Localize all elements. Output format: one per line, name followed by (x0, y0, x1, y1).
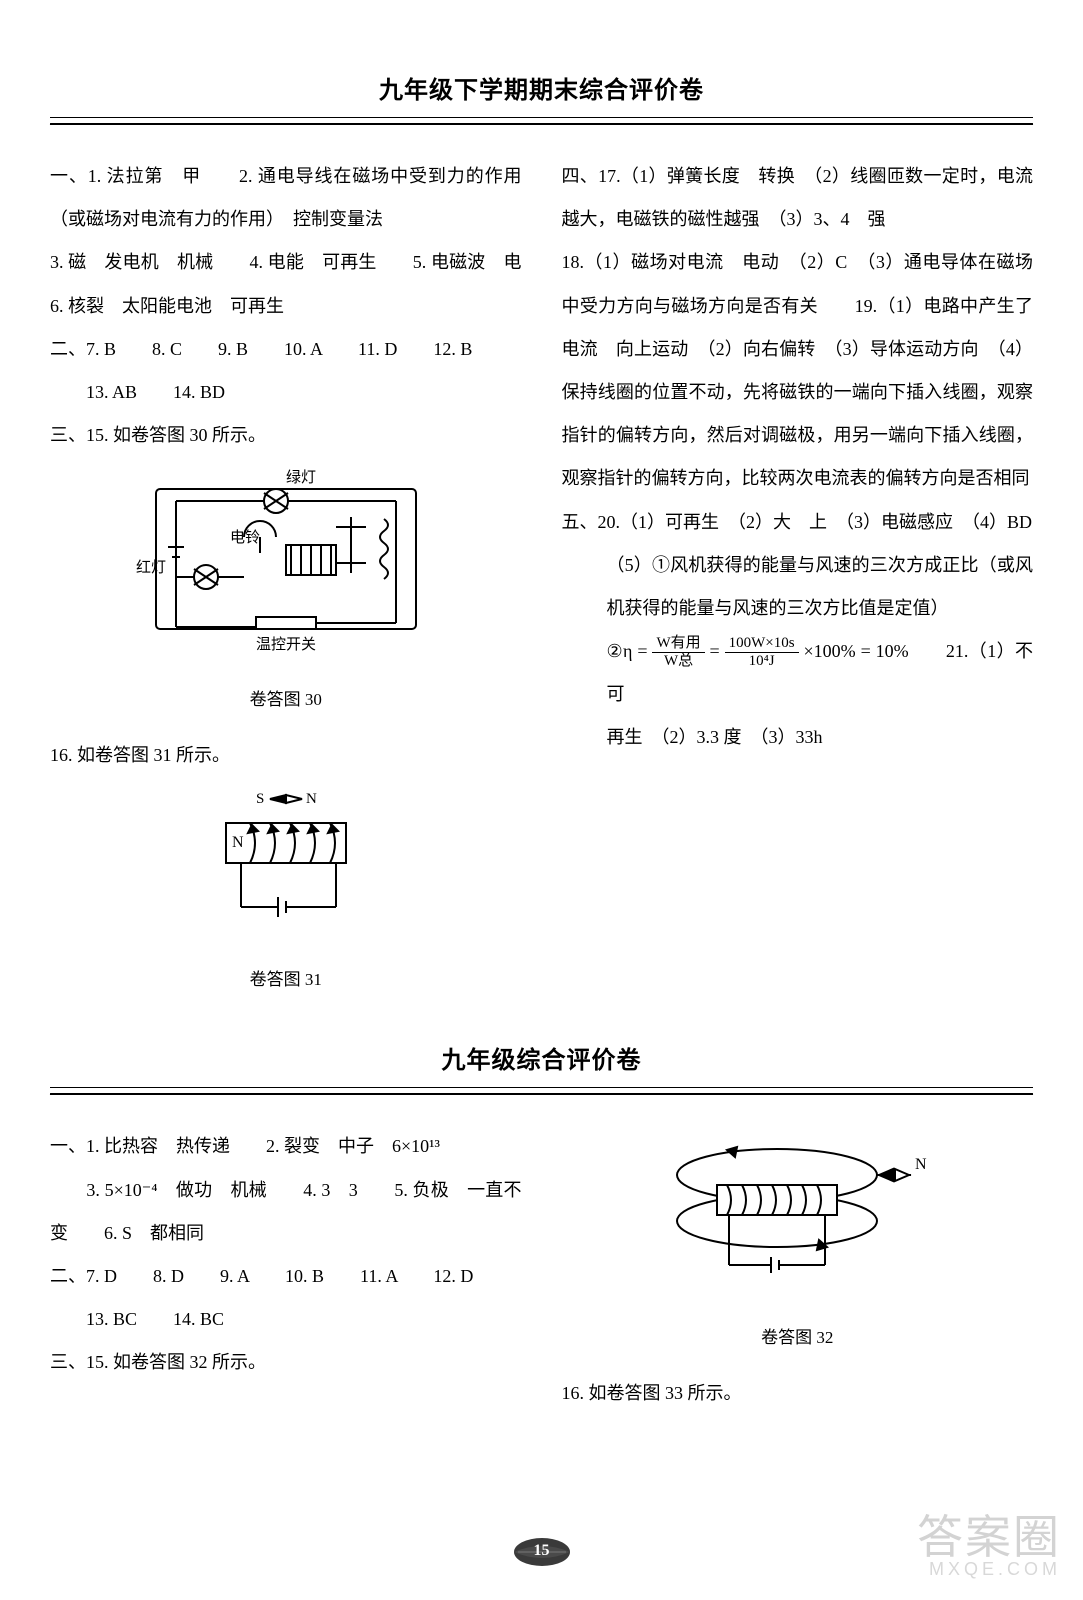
s1-q17: 四、17.（1）弹簧长度 转换 （2）线圈匝数一定时，电流越大，电磁铁的磁性越强… (562, 155, 1034, 241)
s2-q7: 二、7. D 8. D 9. A 10. B 11. A 12. D (50, 1255, 522, 1298)
section2-left-col: 一、1. 比热容 热传递 2. 裂变 中子 6×10¹³ 3. 5×10⁻⁴ 做… (50, 1125, 522, 1415)
section2-right-col: N 卷答图 32 16. 如卷答图 33 所示。 (562, 1125, 1034, 1415)
s2-q1: 一、1. 比热容 热传递 2. 裂变 中子 6×10¹³ (50, 1125, 522, 1168)
section1-right-col: 四、17.（1）弹簧长度 转换 （2）线圈匝数一定时，电流越大，电磁铁的磁性越强… (562, 155, 1034, 1014)
s1-q15: 三、15. 如卷答图 30 所示。 (50, 414, 522, 457)
section1-title: 九年级下学期期末综合评价卷 (50, 70, 1033, 105)
watermark-line1: 答案圈 (917, 1514, 1061, 1560)
section2-separator (50, 1087, 1033, 1095)
svg-text:N: N (915, 1156, 927, 1173)
s1-q21b: 再生 （2）3.3 度 （3）33h (562, 716, 1034, 759)
eq-frac2: 100W×10s 10⁴J (725, 635, 799, 671)
s1-q20-eq: ②η = W有用 W总 = 100W×10s 10⁴J ×100% = 10% … (562, 630, 1034, 716)
fig32-caption: 卷答图 32 (562, 1318, 1034, 1359)
fig30-label-switch: 温控开关 (256, 636, 316, 653)
s1-q1: 一、1. 法拉第 甲 2. 通电导线在磁场中受到力的作用（或磁场对电流有力的作用… (50, 155, 522, 241)
watermark: 答案圈 MXQE.COM (917, 1514, 1061, 1578)
eq-frac1-den: W总 (652, 653, 704, 670)
svg-text:S: S (256, 791, 264, 807)
s1-q16: 16. 如卷答图 31 所示。 (50, 734, 522, 777)
s1-q13: 13. AB 14. BD (50, 371, 522, 414)
eq-frac1-num: W有用 (652, 635, 704, 653)
fig31-caption: 卷答图 31 (50, 960, 522, 1001)
fig30: 绿灯 电铃 红灯 温控开关 (50, 467, 522, 673)
section1-separator (50, 117, 1033, 125)
s1-q20-5: （5）①风机获得的能量与风速的三次方成正比（或风机获得的能量与风速的三次方比值是… (562, 544, 1034, 630)
section2-title: 九年级综合评价卷 (50, 1040, 1033, 1075)
fig30-label-green: 绿灯 (286, 469, 316, 486)
page-number: 15 (512, 1542, 572, 1560)
eq-prefix: ②η = (607, 641, 648, 661)
section-2: 九年级综合评价卷 一、1. 比热容 热传递 2. 裂变 中子 6×10¹³ 3.… (50, 1040, 1033, 1415)
s1-q20: 五、20.（1）可再生 （2）大 上 （3）电磁感应 （4）BD (562, 501, 1034, 544)
page-badge: 15 (512, 1534, 572, 1570)
section2-columns: 一、1. 比热容 热传递 2. 裂变 中子 6×10¹³ 3. 5×10⁻⁴ 做… (50, 1125, 1033, 1415)
svg-text:N: N (306, 791, 317, 807)
fig30-caption: 卷答图 30 (50, 680, 522, 721)
section-1: 九年级下学期期末综合评价卷 一、1. 法拉第 甲 2. 通电导线在磁场中受到力的… (50, 70, 1033, 1014)
s2-q16: 16. 如卷答图 33 所示。 (562, 1372, 1034, 1415)
s2-q15: 三、15. 如卷答图 32 所示。 (50, 1341, 522, 1384)
eq-frac1: W有用 W总 (652, 635, 704, 671)
fig30-svg: 绿灯 电铃 红灯 温控开关 (136, 467, 436, 657)
fig31-svg: S N N (186, 787, 386, 937)
s2-q13: 13. BC 14. BC (50, 1298, 522, 1341)
eq-frac2-num: 100W×10s (725, 635, 799, 653)
section1-columns: 一、1. 法拉第 甲 2. 通电导线在磁场中受到力的作用（或磁场对电流有力的作用… (50, 155, 1033, 1014)
fig32: N (562, 1135, 1034, 1311)
fig32-svg: N (657, 1135, 937, 1295)
svg-text:N: N (232, 834, 244, 851)
fig30-label-bell: 电铃 (230, 529, 260, 546)
eq-eq1: = (710, 641, 725, 661)
fig30-label-red: 红灯 (136, 559, 166, 576)
s1-q3: 3. 磁 发电机 机械 4. 电能 可再生 5. 电磁波 电 6. 核裂 太阳能… (50, 241, 522, 327)
s1-q7: 二、7. B 8. C 9. B 10. A 11. D 12. B (50, 328, 522, 371)
section1-left-col: 一、1. 法拉第 甲 2. 通电导线在磁场中受到力的作用（或磁场对电流有力的作用… (50, 155, 522, 1014)
s1-q18: 18.（1）磁场对电流 电动 （2）C （3）通电导体在磁场中受力方向与磁场方向… (562, 241, 1034, 500)
eq-frac2-den: 10⁴J (725, 653, 799, 670)
fig31: S N N (50, 787, 522, 953)
s2-q3: 3. 5×10⁻⁴ 做功 机械 4. 3 3 5. 负极 一直不变 6. S 都… (50, 1169, 522, 1255)
watermark-line2: MXQE.COM (917, 1560, 1061, 1578)
